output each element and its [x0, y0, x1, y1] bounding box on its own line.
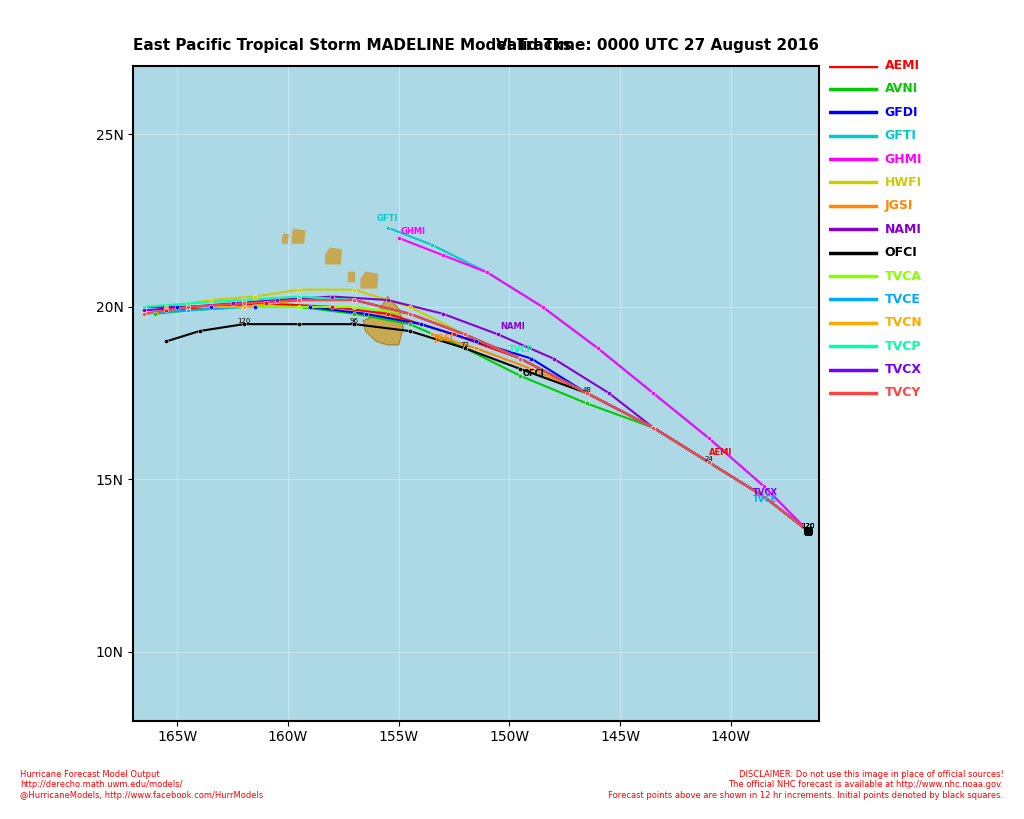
Text: TVCP: TVCP — [885, 340, 922, 353]
Text: TVCX: TVCX — [753, 488, 778, 497]
Text: 72: 72 — [461, 342, 470, 348]
Text: 120: 120 — [802, 523, 815, 528]
Text: TVCE: TVCE — [885, 293, 921, 306]
Text: TVCA: TVCA — [885, 269, 922, 283]
Text: HWFI: HWFI — [885, 176, 922, 189]
Text: AEMI: AEMI — [709, 448, 732, 457]
Text: OFCI: OFCI — [522, 369, 545, 378]
Polygon shape — [326, 248, 341, 264]
Text: East Pacific Tropical Storm MADELINE Model Tracks: East Pacific Tropical Storm MADELINE Mod… — [133, 38, 572, 53]
Text: JGSI: JGSI — [434, 334, 453, 343]
Polygon shape — [348, 273, 354, 281]
Text: TVCE: TVCE — [753, 495, 777, 504]
Polygon shape — [283, 234, 288, 243]
Text: AVNI: AVNI — [885, 83, 918, 95]
Text: 120: 120 — [802, 523, 815, 528]
Polygon shape — [361, 273, 378, 288]
Text: Hurricane Forecast Model Output
http://derecho.math.uwm.edu/models/
@HurricaneMo: Hurricane Forecast Model Output http://d… — [20, 770, 264, 799]
Text: TVCN: TVCN — [885, 316, 923, 329]
Text: GHMI: GHMI — [401, 228, 426, 237]
Text: 24: 24 — [705, 456, 713, 462]
Text: GFDI: GFDI — [885, 106, 919, 119]
Text: DISCLAIMER: Do not use this image in place of official sources!
The official NHC: DISCLAIMER: Do not use this image in pla… — [608, 770, 1004, 799]
Text: GFTI: GFTI — [885, 129, 916, 143]
Text: Valid Time: 0000 UTC 27 August 2016: Valid Time: 0000 UTC 27 August 2016 — [497, 38, 819, 53]
Polygon shape — [364, 296, 403, 345]
Text: NAMI: NAMI — [501, 323, 525, 332]
Text: TVCX: TVCX — [885, 363, 922, 376]
Text: TVCP: TVCP — [509, 345, 534, 354]
Text: OFCI: OFCI — [885, 247, 918, 259]
Text: JGSI: JGSI — [885, 199, 913, 212]
Text: 96: 96 — [350, 318, 359, 324]
Text: AEMI: AEMI — [885, 59, 920, 72]
Text: TVCY: TVCY — [885, 387, 922, 400]
Text: GHMI: GHMI — [885, 152, 923, 165]
Polygon shape — [293, 229, 304, 243]
Text: 120: 120 — [802, 523, 815, 528]
Text: 48: 48 — [583, 387, 591, 393]
Text: NAMI: NAMI — [885, 223, 922, 236]
Text: 120: 120 — [802, 523, 815, 528]
Text: 120: 120 — [238, 318, 251, 324]
Text: 120: 120 — [802, 523, 815, 528]
Text: GFTI: GFTI — [377, 214, 398, 223]
